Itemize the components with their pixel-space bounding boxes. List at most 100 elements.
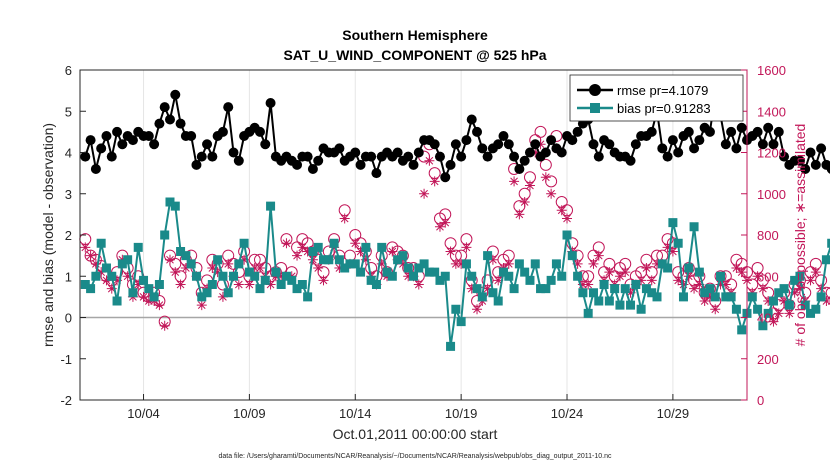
rmse-point	[96, 143, 107, 154]
obs-assimilated-point	[239, 254, 250, 265]
obs-assimilated-point	[85, 250, 96, 261]
obs-assimilated-point	[530, 147, 541, 158]
y-tick-label: 0	[65, 311, 72, 326]
obs-assimilated-point	[445, 246, 456, 257]
bias-point	[319, 255, 329, 265]
bias-point	[419, 259, 429, 269]
bias-point	[281, 271, 291, 281]
bias-point	[271, 267, 281, 277]
bias-point	[387, 271, 397, 281]
legend: rmse pr=4.1079 bias pr=0.91283	[569, 74, 744, 122]
obs-assimilated-point	[434, 221, 445, 232]
obs-assimilated-point	[233, 279, 244, 290]
bias-point	[514, 259, 524, 269]
rmse-point	[85, 135, 96, 146]
bias-point	[366, 275, 376, 285]
obs-assimilated-point	[106, 283, 117, 294]
bias-point	[313, 242, 323, 252]
y-right-tick-label: 200	[757, 352, 779, 367]
obs-assimilated-point	[614, 271, 625, 282]
obs-assimilated-point	[472, 304, 483, 315]
bias-point	[668, 218, 678, 228]
bias-point	[694, 267, 704, 277]
rmse-point	[434, 151, 445, 162]
rmse-point	[233, 155, 244, 166]
bias-point	[536, 284, 546, 294]
bias-point	[594, 296, 604, 306]
rmse-point	[196, 151, 207, 162]
rmse-point	[800, 164, 811, 174]
bias-point	[615, 300, 625, 310]
bias-point	[403, 263, 413, 273]
rmse-point	[519, 155, 530, 166]
obs-assimilated-point	[360, 254, 371, 265]
x-tick-label: 10/29	[657, 406, 690, 421]
rmse-point	[366, 151, 377, 162]
rmse-point	[625, 155, 636, 166]
obs-assimilated-point	[276, 271, 287, 282]
rmse-point	[223, 102, 234, 113]
obs-assimilated-point	[154, 300, 165, 311]
bias-point	[361, 242, 371, 252]
obs-assimilated-point	[387, 246, 398, 257]
bias-point	[430, 267, 440, 277]
x-tick-label: 10/24	[551, 406, 584, 421]
rmse-point	[630, 139, 641, 150]
bias-point	[123, 255, 133, 265]
obs-assimilated-point	[297, 242, 308, 253]
rmse-point	[816, 143, 827, 154]
obs-assimilated-point	[562, 213, 573, 224]
rmse-point	[186, 131, 197, 141]
bias-point	[80, 280, 90, 289]
rmse-point	[673, 147, 684, 158]
y-right-tick-label: 1400	[757, 104, 786, 119]
rmse-point	[572, 126, 583, 137]
rmse-point	[80, 151, 91, 162]
bias-point	[726, 292, 736, 302]
obs-assimilated-point	[556, 205, 567, 216]
obs-assimilated-point	[625, 287, 636, 298]
obs-assimilated-point	[689, 283, 700, 294]
y-right-tick-label: 800	[757, 228, 779, 243]
rmse-point	[175, 118, 186, 129]
bias-point	[176, 247, 186, 256]
rmse-point	[117, 139, 128, 150]
rmse-point	[302, 151, 313, 162]
bias-point	[324, 255, 334, 265]
rmse-point	[768, 139, 779, 150]
bias-point	[721, 292, 731, 302]
bias-point	[451, 304, 461, 314]
obs-assimilated-point	[170, 267, 181, 278]
bias-point	[551, 259, 561, 269]
bias-point	[504, 271, 514, 281]
obs-assimilated-point	[493, 275, 504, 286]
bias-point	[641, 284, 651, 294]
bias-point	[154, 280, 164, 289]
bias-point	[149, 292, 159, 302]
legend-rmse-label: rmse pr=4.1079	[617, 83, 708, 98]
chart-title: Southern Hemisphere	[342, 27, 488, 43]
obs-assimilated-point	[376, 258, 387, 269]
legend-bias-marker	[590, 103, 600, 113]
x-tick-label: 10/14	[339, 406, 372, 421]
obs-assimilated-point	[456, 258, 467, 269]
bias-point	[170, 201, 180, 211]
obs-assimilated-point	[112, 275, 123, 286]
bias-point	[101, 263, 111, 273]
y-tick-label: 2	[65, 228, 72, 243]
obs-assimilated-point	[736, 267, 747, 278]
bias-point	[91, 271, 101, 281]
rmse-point	[154, 118, 165, 129]
bias-point	[821, 255, 830, 265]
x-tick-label: 10/04	[127, 406, 160, 421]
obs-assimilated-point	[413, 279, 424, 290]
obs-possible-point	[534, 125, 547, 138]
data-file-footnote: data file: /Users/gharamti/Documents/NCA…	[218, 453, 612, 460]
rmse-point	[694, 135, 705, 146]
bias-point	[181, 251, 191, 261]
rmse-point	[207, 151, 218, 162]
bias-point	[784, 300, 794, 310]
obs-assimilated-point	[180, 263, 191, 273]
bias-point	[678, 292, 688, 302]
obs-assimilated-point	[503, 258, 514, 269]
